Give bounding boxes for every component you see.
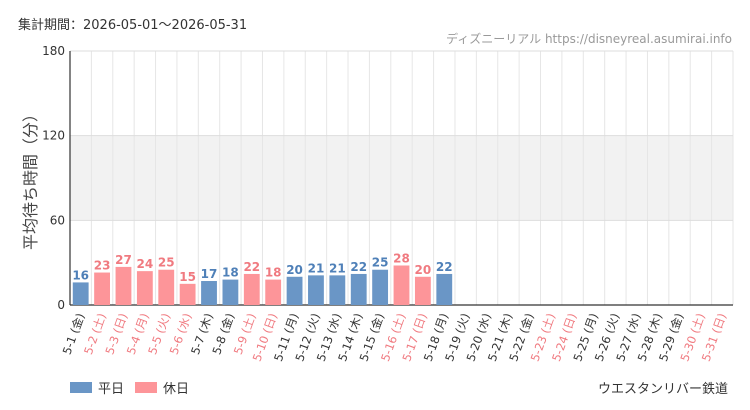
bar [72,282,89,305]
bar [243,273,260,305]
legend-weekday: 平日 [70,378,124,397]
bar [94,272,110,305]
bar-value-label: 18 [222,266,239,280]
bar-value-label: 22 [436,260,453,274]
bar-value-label: 21 [308,261,325,275]
legend-weekday-label: 平日 [98,382,125,397]
y-tick-label: 60 [50,213,65,227]
aggregation-period: 集計期間：2026-05-01～2026-05-31 [18,18,248,33]
bar-value-label: 20 [286,263,303,277]
bar-value-label: 17 [201,267,218,281]
attraction-name: ウエスタンリバー鉄道 [597,382,728,397]
y-tick-label: 120 [42,129,65,143]
bar-value-label: 15 [179,270,196,284]
bar [414,276,431,305]
bar-value-label: 25 [158,256,175,270]
bar [222,279,239,305]
bar-value-label: 27 [115,253,132,267]
bar [158,269,175,305]
legend-holiday: 休日 [135,378,189,397]
y-tick-label: 0 [57,298,65,312]
bar [436,273,453,305]
bar-value-label: 22 [243,260,260,274]
bar [329,275,346,305]
bar-value-label: 21 [329,261,346,275]
bar [372,269,389,305]
bar-value-label: 28 [393,251,410,265]
bar-value-label: 20 [415,263,432,277]
legend-holiday-label: 休日 [163,382,190,397]
bar [265,279,282,305]
bar-value-label: 23 [94,259,111,273]
bar [201,281,217,305]
bar [350,273,367,305]
y-axis-label: 平均待ち時間（分） [21,106,40,250]
bar [393,265,410,305]
bar [115,266,132,305]
shaded-band [70,135,733,221]
bar [179,283,196,305]
source-credit: ディズニーリアル https://disneyreal.asumirai.inf… [446,32,732,46]
legend-holiday-swatch [135,382,157,393]
y-tick-label: 180 [42,44,65,58]
bar-value-label: 22 [350,260,367,274]
bar-value-label: 18 [265,266,282,280]
bar-value-label: 16 [72,268,89,282]
bar [136,271,153,305]
bar [286,276,303,305]
bar [308,275,324,305]
legend-weekday-swatch [70,382,92,393]
bar-value-label: 24 [137,257,154,271]
bar-value-label: 25 [372,256,389,270]
